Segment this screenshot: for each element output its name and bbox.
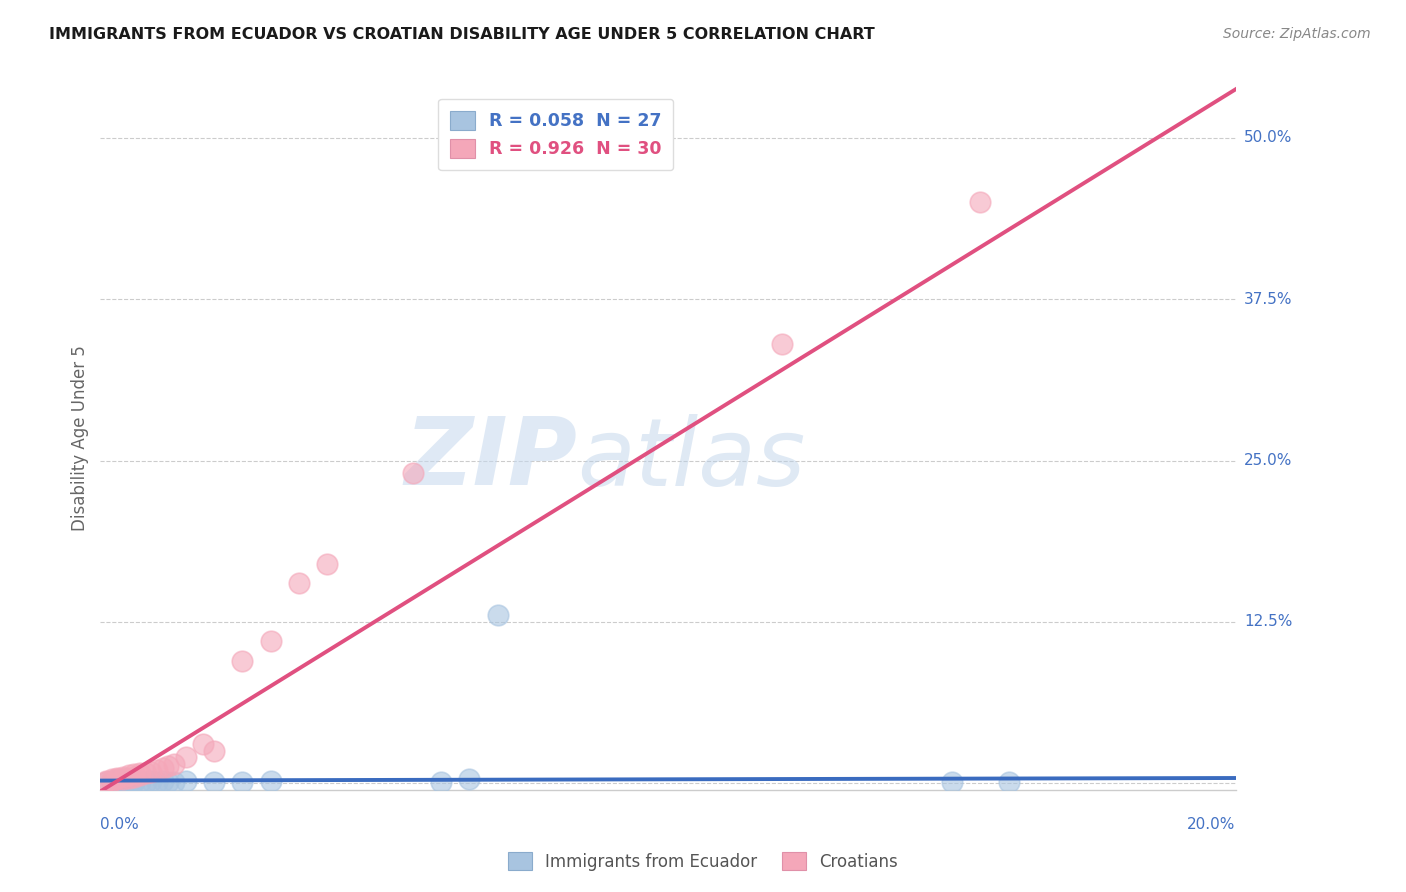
Text: atlas: atlas [578, 414, 806, 505]
Text: ZIP: ZIP [405, 413, 578, 505]
Point [105, 772, 128, 787]
Point [260, 634, 283, 648]
Point [124, 770, 146, 784]
Text: Source: ZipAtlas.com: Source: ZipAtlas.com [1223, 27, 1371, 41]
Point [260, 773, 283, 788]
Point [430, 775, 453, 789]
Point [770, 337, 793, 351]
Text: 12.5%: 12.5% [1244, 615, 1292, 630]
Point [231, 654, 253, 668]
Text: 20.0%: 20.0% [1188, 817, 1236, 832]
Point [94, 775, 117, 789]
Point [94, 773, 117, 788]
Y-axis label: Disability Age Under 5: Disability Age Under 5 [72, 345, 89, 531]
Point [288, 576, 311, 591]
Point [100, 775, 122, 789]
Point [118, 773, 141, 788]
Point [112, 775, 135, 789]
Point [100, 773, 122, 788]
Text: 25.0%: 25.0% [1244, 453, 1292, 468]
Point [118, 768, 141, 782]
Legend: Immigrants from Ecuador, Croatians: Immigrants from Ecuador, Croatians [501, 844, 905, 880]
Point [157, 775, 180, 789]
Point [129, 775, 152, 789]
Point [100, 773, 122, 788]
Text: 37.5%: 37.5% [1244, 292, 1292, 307]
Point [112, 770, 135, 784]
Point [316, 557, 339, 571]
Point [105, 773, 128, 788]
Point [124, 773, 146, 788]
Point [174, 773, 197, 788]
Point [105, 771, 128, 785]
Point [231, 775, 253, 789]
Point [135, 775, 157, 789]
Point [146, 775, 169, 789]
Point [202, 744, 225, 758]
Point [941, 775, 963, 789]
Text: 50.0%: 50.0% [1244, 130, 1292, 145]
Point [94, 775, 117, 789]
Point [146, 764, 169, 778]
Point [152, 761, 174, 775]
Point [486, 608, 509, 623]
Point [124, 767, 146, 781]
Point [124, 775, 146, 789]
Point [135, 765, 157, 780]
Point [163, 756, 186, 771]
Point [191, 738, 214, 752]
Point [202, 775, 225, 789]
Point [100, 772, 122, 787]
Point [118, 775, 141, 789]
Point [129, 765, 152, 780]
Point [401, 467, 423, 481]
Point [163, 775, 186, 789]
Point [141, 773, 163, 788]
Point [157, 759, 180, 773]
Point [118, 771, 141, 785]
Point [458, 772, 481, 787]
Point [969, 195, 991, 210]
Point [174, 750, 197, 764]
Legend: R = 0.058  N = 27, R = 0.926  N = 30: R = 0.058 N = 27, R = 0.926 N = 30 [439, 98, 673, 170]
Point [112, 772, 135, 787]
Text: IMMIGRANTS FROM ECUADOR VS CROATIAN DISABILITY AGE UNDER 5 CORRELATION CHART: IMMIGRANTS FROM ECUADOR VS CROATIAN DISA… [49, 27, 875, 42]
Point [112, 772, 135, 787]
Text: 0.0%: 0.0% [100, 817, 139, 832]
Point [105, 775, 128, 789]
Point [997, 775, 1019, 789]
Point [129, 768, 152, 782]
Point [141, 764, 163, 779]
Point [152, 773, 174, 788]
